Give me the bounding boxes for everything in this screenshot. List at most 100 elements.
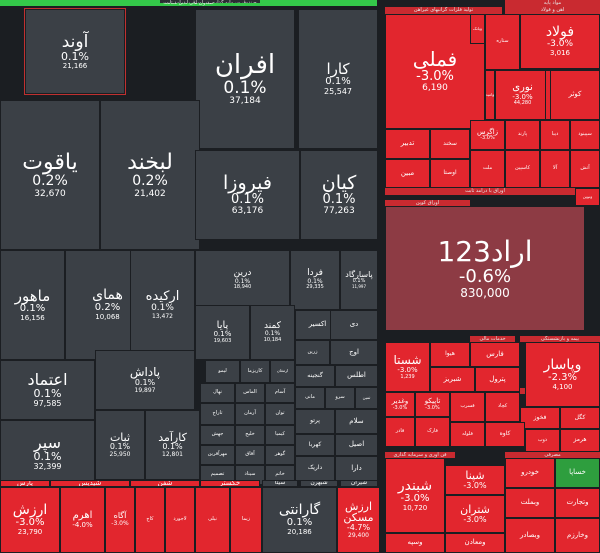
stock-tile[interactable]: سپر 0.1% 32,399 — [0, 420, 95, 485]
small-stock-tile[interactable]: فسرب — [450, 392, 485, 422]
stock-tile[interactable]: نوری -3.0% 44,280 — [495, 70, 550, 120]
small-stock-tile[interactable]: ارمغان — [270, 360, 295, 383]
small-stock-tile[interactable]: سیتا — [262, 480, 298, 487]
small-stock-tile[interactable]: جهش — [200, 425, 235, 445]
small-stock-tile[interactable]: اوج — [330, 340, 378, 365]
small-stock-tile[interactable]: خساپا — [555, 458, 600, 488]
small-stock-tile[interactable]: آفاق — [235, 445, 265, 465]
small-stock-tile[interactable]: ستاره — [485, 14, 520, 70]
small-stock-tile[interactable]: فخوز — [520, 407, 560, 429]
small-stock-tile[interactable]: وبانک — [470, 14, 485, 44]
small-stock-tile[interactable]: زیما — [230, 487, 262, 553]
stock-tile[interactable]: افران 0.1% 37,184 — [195, 9, 295, 149]
stock-tile[interactable]: ارزش مسکن -4.7% 29,400 — [337, 487, 380, 553]
small-stock-tile[interactable]: شبریز — [430, 367, 475, 392]
small-stock-tile[interactable]: ومعادن — [445, 533, 505, 553]
small-stock-tile[interactable]: اطلس — [335, 365, 378, 387]
small-stock-tile[interactable]: ثمین — [355, 387, 378, 409]
small-stock-tile[interactable]: کاوه — [485, 422, 525, 447]
stock-tile[interactable]: پاداش 0.1% 19,897 — [95, 350, 195, 410]
stock-tile[interactable]: وپاسار -2.3% 4,100 — [525, 342, 600, 407]
small-stock-tile[interactable]: شبهرن — [300, 480, 338, 487]
small-stock-tile[interactable]: آلا — [540, 150, 570, 188]
stock-tile[interactable]: ثبات 0.1% 25,950 — [95, 410, 145, 480]
small-stock-tile[interactable]: تدبیر — [385, 129, 430, 159]
small-stock-tile[interactable]: وامید — [485, 70, 495, 120]
stock-tile[interactable]: آوند 0.1% 21,166 — [24, 8, 126, 95]
small-stock-tile[interactable]: الماس — [235, 383, 265, 403]
small-stock-tile[interactable]: پارند — [505, 120, 540, 150]
small-stock-tile[interactable]: مبین — [385, 159, 430, 188]
small-stock-tile[interactable]: کهربا — [295, 434, 335, 456]
small-stock-tile[interactable]: سلام — [335, 409, 378, 434]
stock-tile[interactable]: پایا 0.1% 19,603 — [195, 305, 250, 360]
small-stock-tile[interactable]: شفن — [130, 480, 200, 487]
stock-tile[interactable]: اهرم -4.0% — [60, 487, 105, 553]
stock-tile[interactable]: اعتماد 0.1% 97,585 — [0, 360, 95, 420]
stock-tile[interactable]: لبخند 0.2% 21,402 — [100, 100, 200, 250]
stock-tile[interactable]: اراد123 -0.6% 830,000 — [385, 206, 585, 331]
small-stock-tile[interactable]: سخند — [430, 129, 470, 159]
small-stock-tile[interactable]: پترول — [475, 367, 520, 392]
small-stock-tile[interactable]: هیوا — [430, 342, 470, 367]
small-stock-tile[interactable]: خگستر — [200, 480, 260, 487]
stock-tile[interactable]: زاگرس -3.0% — [470, 120, 505, 150]
small-stock-tile[interactable]: مانی — [295, 387, 325, 409]
small-stock-tile[interactable]: فارک — [415, 417, 450, 447]
small-stock-tile[interactable]: تاراج — [200, 403, 235, 425]
small-stock-tile[interactable]: خلیج — [235, 425, 265, 445]
small-stock-tile[interactable]: خودرو — [505, 458, 555, 488]
stock-tile[interactable]: پاسارگاد 0.1% 11,997 — [340, 250, 378, 310]
small-stock-tile[interactable]: هرمز — [560, 429, 600, 452]
small-stock-tile[interactable]: پارس — [0, 480, 50, 487]
small-stock-tile[interactable]: لیمو — [205, 360, 240, 383]
small-stock-tile[interactable]: توان — [265, 403, 295, 425]
stock-tile[interactable]: کیان 0.1% 77,263 — [300, 150, 378, 240]
small-stock-tile[interactable]: سرو — [325, 387, 355, 409]
small-stock-tile[interactable]: ملت — [470, 150, 505, 188]
small-stock-tile[interactable]: زرین — [295, 340, 330, 365]
small-stock-tile[interactable]: داریک — [295, 456, 335, 481]
small-stock-tile[interactable]: آتش — [570, 150, 600, 188]
stock-tile[interactable]: آگاه -3.0% — [105, 487, 135, 553]
stock-tile[interactable]: شتران -3.0% — [445, 495, 505, 533]
small-stock-tile[interactable]: فلوله — [450, 422, 485, 447]
small-stock-tile[interactable]: کگل — [560, 407, 600, 429]
small-stock-tile[interactable]: دیبا — [540, 120, 570, 150]
small-stock-tile[interactable]: شیران — [340, 480, 378, 487]
stock-tile[interactable]: فردا 0.1% 29,335 — [290, 250, 340, 310]
small-stock-tile[interactable]: اوصتا — [430, 159, 470, 188]
small-stock-tile[interactable]: نیلی — [195, 487, 230, 553]
small-stock-tile[interactable]: دارا — [335, 456, 378, 481]
small-stock-tile[interactable]: کچاد — [485, 392, 520, 422]
small-stock-tile[interactable]: فاذر — [385, 417, 415, 447]
stock-tile[interactable]: تاپیکو -3.0% — [415, 392, 450, 417]
stock-tile[interactable]: فملی -3.0% 6,190 — [385, 14, 485, 129]
stock-tile[interactable]: شستا -3.0% 1,239 — [385, 342, 430, 392]
small-stock-tile[interactable]: اصیل — [335, 434, 378, 456]
stock-tile[interactable]: کارا 0.1% 25,547 — [298, 9, 378, 149]
stock-tile[interactable]: کمند 0.1% 10,184 — [250, 305, 295, 360]
small-stock-tile[interactable]: کوثر — [550, 70, 600, 120]
stock-tile[interactable]: درین 0.1% 18,940 — [195, 250, 290, 310]
small-stock-tile[interactable]: مهرآفرین — [200, 445, 235, 465]
stock-tile[interactable]: کارآمد 0.1% 12,801 — [145, 410, 200, 480]
small-stock-tile[interactable]: سپینود — [570, 120, 600, 150]
small-stock-tile[interactable]: کاریزما — [240, 360, 270, 383]
small-stock-tile[interactable]: فارس — [470, 342, 520, 367]
small-stock-tile[interactable]: ونوین — [575, 188, 600, 206]
small-stock-tile[interactable]: کیمیا — [265, 425, 295, 445]
stock-tile[interactable]: وغدیر -3.0% — [385, 392, 415, 417]
small-stock-tile[interactable]: شپدیس — [50, 480, 130, 487]
small-stock-tile[interactable]: وسپه — [385, 533, 445, 553]
stock-tile[interactable]: فیروزا 0.1% 63,176 — [195, 150, 300, 240]
stock-tile[interactable]: ماهور 0.1% 16,156 — [0, 250, 65, 360]
stock-tile[interactable]: شپنا -3.0% — [445, 465, 505, 495]
small-stock-tile[interactable]: لاجورد — [165, 487, 195, 553]
stock-tile[interactable]: ارزش -3.0% 23,790 — [0, 487, 60, 553]
stock-tile[interactable]: ارکیده 0.1% 13,472 — [130, 250, 195, 360]
stock-tile[interactable]: یاقوت 0.2% 32,670 — [0, 100, 100, 250]
small-stock-tile[interactable]: نهال — [200, 383, 235, 403]
stock-tile[interactable]: شبندر -3.0% 10,720 — [385, 458, 445, 533]
small-stock-tile[interactable]: ذوب — [525, 429, 560, 452]
